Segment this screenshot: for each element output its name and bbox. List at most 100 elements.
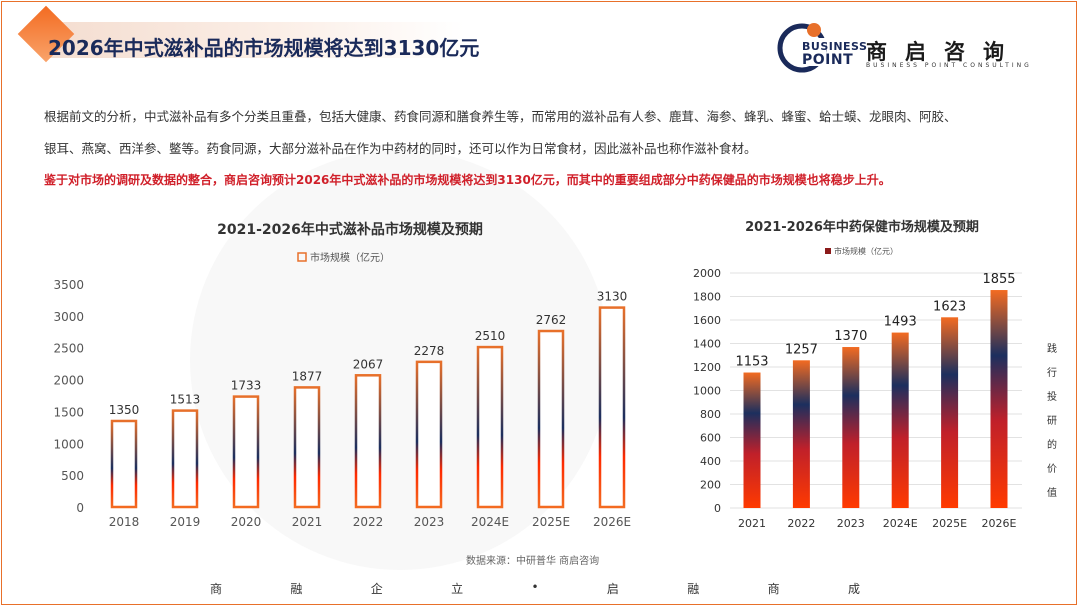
logo-line1: BUSINESS xyxy=(802,40,868,53)
chart2-x-tick: 2026E xyxy=(982,517,1017,530)
footer-char: • xyxy=(531,580,539,594)
logo-subtitle: BUSINESS POINT CONSULTING xyxy=(866,62,1032,69)
side-slogan-char: 价 xyxy=(1047,464,1057,475)
chart1-y-tick: 500 xyxy=(61,469,84,483)
intro-line-1: 根据前文的分析，中式滋补品有多个分类且重叠，包括大健康、药食同源和膳食养生等，而… xyxy=(44,109,957,124)
chart2-x-tick: 2025E xyxy=(932,517,967,530)
chart2-x-tick: 2024E xyxy=(883,517,918,530)
footer-char: 成 xyxy=(847,582,860,596)
side-slogan-char: 的 xyxy=(1047,440,1057,451)
chart1-x-tick: 2021 xyxy=(292,515,323,529)
chart2-bar xyxy=(990,290,1008,508)
chart2-bar xyxy=(792,360,810,508)
chart1-y-tick: 0 xyxy=(76,501,84,515)
chart2-y-tick: 600 xyxy=(700,432,721,445)
logo-chinese-name: 商启咨询 xyxy=(866,40,1022,64)
chart2-legend-label: 市场规模（亿元） xyxy=(834,246,898,256)
chart2-data-label: 1493 xyxy=(884,315,917,330)
chart1-data-label: 2278 xyxy=(414,344,445,358)
title-band xyxy=(44,22,464,58)
chart1-x-tick: 2023 xyxy=(414,515,445,529)
chart1-data-label: 1877 xyxy=(292,369,323,383)
side-slogan-char: 研 xyxy=(1047,416,1057,427)
chart2-data-label: 1153 xyxy=(735,355,768,370)
chart1-y-tick: 2500 xyxy=(53,342,84,356)
chart2-y-tick: 1000 xyxy=(693,385,721,398)
side-slogan-char: 行 xyxy=(1047,368,1057,379)
logo-ring-icon xyxy=(777,23,827,73)
footer-char: 启 xyxy=(606,582,619,596)
chart1-x-tick: 2024E xyxy=(471,515,509,529)
intro-highlight: 鉴于对市场的调研及数据的整合，商启咨询预计2026年中式滋补品的市场规模将达到3… xyxy=(44,173,891,187)
chart1-bar xyxy=(110,419,138,509)
chart1-bar xyxy=(293,386,321,509)
chart1-y-tick: 3500 xyxy=(53,278,84,292)
chart1-data-label: 2510 xyxy=(475,329,506,343)
chart2-data-label: 1623 xyxy=(933,299,966,314)
chart1-data-label: 2762 xyxy=(536,313,567,327)
chart2-y-tick: 800 xyxy=(700,408,721,421)
chart2-x-tick: 2021 xyxy=(738,517,766,530)
chart2-y-tick: 1600 xyxy=(693,314,721,327)
chart1-legend-swatch xyxy=(297,252,307,262)
chart1-bar xyxy=(598,306,626,509)
chart2-y-tick: 200 xyxy=(700,479,721,492)
chart2-data-label: 1855 xyxy=(982,272,1015,287)
chart2-y-tick: 0 xyxy=(714,502,721,515)
chart1-bar xyxy=(232,395,260,509)
chart2-data-label: 1370 xyxy=(834,329,867,344)
chart2-bar xyxy=(842,347,860,508)
logo-line2: POINT xyxy=(802,52,854,68)
chart1-x-tick: 2025E xyxy=(532,515,570,529)
chart2-bar xyxy=(743,372,761,508)
footer-char: 融 xyxy=(687,582,700,596)
side-slogan: 践行投研的价值 xyxy=(1044,338,1060,506)
chart1-bar xyxy=(476,345,504,509)
chart2-x-tick: 2022 xyxy=(787,517,815,530)
chart1-x-tick: 2020 xyxy=(231,515,262,529)
chart2-y-tick: 1200 xyxy=(693,361,721,374)
chart1-x-tick: 2019 xyxy=(170,515,201,529)
chart1-y-tick: 2000 xyxy=(53,374,84,388)
chart1-data-label: 1513 xyxy=(170,393,201,407)
footer-char: 企 xyxy=(370,582,383,596)
chart2-bar xyxy=(941,317,959,508)
chart1-data-label: 1350 xyxy=(109,403,140,417)
chart2-y-tick: 1800 xyxy=(693,291,721,304)
chart1-data-label: 1733 xyxy=(231,379,262,393)
chart1-data-label: 3130 xyxy=(597,290,628,304)
footer-char: 商 xyxy=(210,582,223,596)
chart1-y-tick: 1000 xyxy=(53,437,84,451)
intro-line-2: 银耳、燕窝、西洋参、鳖等。药食同源，大部分滋补品在作为中药材的同时，还可以作为日… xyxy=(44,141,757,156)
chart1-x-tick: 2022 xyxy=(353,515,384,529)
chart1-x-tick: 2026E xyxy=(593,515,631,529)
chart2-legend-swatch xyxy=(825,248,831,254)
footer-char: 立 xyxy=(451,582,464,596)
chart1-bar xyxy=(415,360,443,509)
chart2-y-tick: 2000 xyxy=(693,267,721,280)
chart2-y-tick: 1400 xyxy=(693,338,721,351)
footer-char: 商 xyxy=(767,582,780,596)
footer-slogan: 商 融 企 立 • 启 融 商 成 xyxy=(210,580,860,597)
chart2-bar xyxy=(891,332,909,508)
company-logo: BUSINESS POINT 商启咨询 BUSINESS POINT CONSU… xyxy=(776,18,1056,74)
data-source: 数据来源：中研普华 商启咨询 xyxy=(466,556,600,567)
chart1-legend-label: 市场规模（亿元） xyxy=(310,251,390,264)
chart2-title: 2021-2026年中药保健市场规模及预期 xyxy=(745,219,979,235)
chart2-x-tick: 2023 xyxy=(837,517,865,530)
chart1-x-tick: 2018 xyxy=(109,515,140,529)
side-slogan-char: 投 xyxy=(1047,392,1057,403)
chart1-bar xyxy=(537,329,565,509)
chart1-y-tick: 1500 xyxy=(53,405,84,419)
side-slogan-char: 践 xyxy=(1047,344,1057,355)
chart2-data-label: 1257 xyxy=(785,342,818,357)
footer-char: 融 xyxy=(290,582,303,596)
chart1-title: 2021-2026年中式滋补品市场规模及预期 xyxy=(217,221,483,238)
page-title: 2026年中式滋补品的市场规模将达到3130亿元 xyxy=(48,36,480,60)
chart1-y-tick: 3000 xyxy=(53,310,84,324)
chart1-bar xyxy=(171,409,199,509)
chart2-y-tick: 400 xyxy=(700,455,721,468)
side-slogan-char: 值 xyxy=(1047,488,1057,499)
